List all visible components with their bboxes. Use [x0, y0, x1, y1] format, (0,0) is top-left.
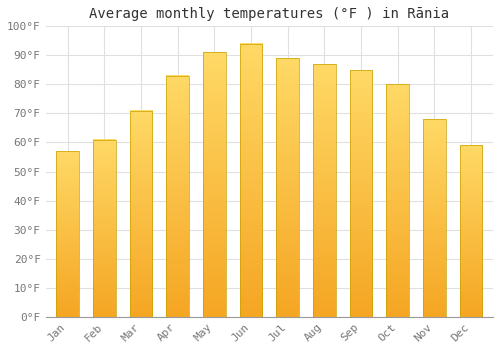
Bar [240, 44, 262, 317]
Title: Average monthly temperatures (°F ) in Rānia: Average monthly temperatures (°F ) in Rā… [89, 7, 450, 21]
Bar [460, 145, 482, 317]
Bar [276, 58, 299, 317]
Bar [56, 151, 79, 317]
Bar [130, 111, 152, 317]
Bar [350, 70, 372, 317]
Bar [93, 140, 116, 317]
Bar [386, 84, 409, 317]
Bar [203, 52, 226, 317]
Bar [423, 119, 446, 317]
Bar [166, 76, 189, 317]
Bar [313, 64, 336, 317]
